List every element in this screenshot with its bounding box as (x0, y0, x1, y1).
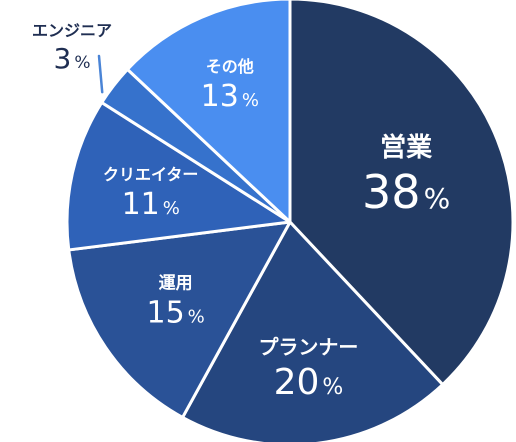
slice-label-name: その他 (206, 57, 254, 76)
slice-label-value: 38% (362, 165, 450, 219)
slice-label-name: 運用 (159, 274, 193, 294)
slice-label-value: 11% (122, 187, 180, 222)
slice-label-name: 営業 (380, 133, 432, 163)
slice-label-value: 13% (201, 79, 259, 114)
slice-label-name: プランナー (258, 335, 358, 359)
slice-label-value: 15% (146, 296, 204, 331)
slice-label-value: 3% (54, 42, 91, 75)
leader-line-4 (97, 54, 104, 94)
slice-label-name: エンジニア (32, 21, 112, 40)
slice-label-name: クリエイター (103, 165, 198, 184)
pie-slice-1 (181, 220, 445, 442)
slice-label-value: 20% (274, 362, 344, 403)
pie-slice-5 (125, 0, 292, 224)
pie-slice-3 (65, 101, 292, 252)
pie-slice-0 (288, 0, 515, 387)
pie-slice-2 (67, 220, 292, 419)
pie-slices (65, 0, 515, 442)
leader-lines (97, 54, 104, 94)
